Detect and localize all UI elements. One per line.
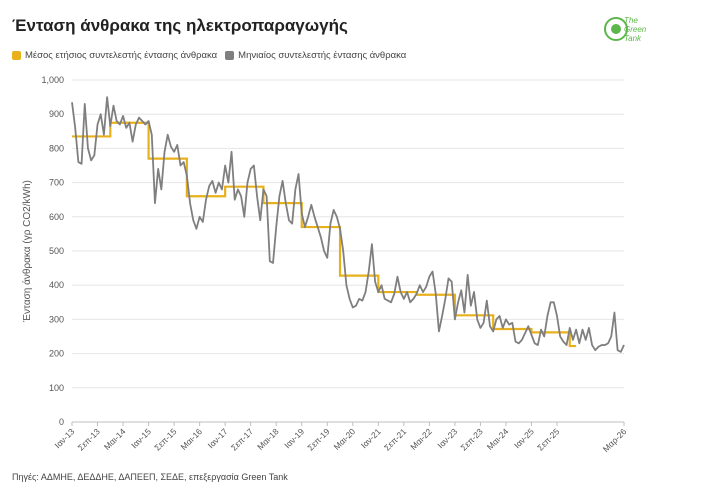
x-tick-label: Σεπ-13 (76, 426, 102, 452)
x-tick-label: Σεπ-23 (459, 426, 485, 452)
x-tick-label: Σεπ-25 (535, 426, 561, 452)
legend-swatch-monthly (225, 51, 235, 60)
logo-dot (611, 24, 621, 34)
chart-title: Ένταση άνθρακα της ηλεκτροπαραγωγής (12, 16, 348, 35)
y-tick-label: 600 (49, 212, 64, 222)
x-tick-label: Σεπ-15 (152, 426, 178, 452)
x-tick-label: Μαι-20 (332, 426, 358, 452)
series-annual-line (72, 121, 577, 348)
x-axis-ticks: Ιαν-13 Σεπ-13 Μαι-14 Ιαν-15 Σεπ-15 Μαι-16 Ιαν-… (53, 422, 629, 454)
y-axis-ticks: 0 100 200 300 400 500 600 700 800 900 1,000 (41, 75, 64, 427)
x-tick-label: Μαι-24 (485, 426, 511, 452)
x-tick-label: Μαι-22 (408, 426, 434, 452)
x-tick-label: Ιαν-25 (512, 426, 536, 450)
y-tick-label: 100 (49, 383, 64, 393)
y-tick-label: 400 (49, 280, 64, 290)
grid-lines (72, 79, 624, 423)
logo-circle (604, 17, 628, 41)
x-tick-label: Ιαν-19 (282, 426, 306, 450)
source-note: Πηγές: ΑΔΜΗΕ, ΔΕΔΔΗΕ, ΔΑΠΕΕΠ, ΣΕΔΕ, επεξ… (12, 472, 288, 482)
logo-text-1: The (624, 16, 638, 25)
legend-swatch-annual (12, 51, 21, 60)
y-tick-label: 300 (49, 314, 64, 324)
y-tick-label: 800 (49, 143, 64, 153)
x-tick-label: Μαι-16 (178, 426, 204, 452)
legend-label-annual: Μέσος ετήσιος συντελεστής έντασης άνθρακ… (25, 50, 218, 61)
legend-item-monthly: Μηνιαίος συντελεστής έντασης άνθρακα (225, 50, 406, 61)
y-axis-label: Ένταση άνθρακα (γρ CO2/kWh) (21, 180, 33, 323)
legend: Μέσος ετήσιος συντελεστής έντασης άνθρακ… (12, 50, 406, 61)
x-tick-label: Σεπ-19 (305, 426, 331, 452)
x-tick-label: Σεπ-17 (229, 426, 255, 452)
logo-text-2: Green (624, 25, 647, 34)
legend-label-monthly: Μηνιαίος συντελεστής έντασης άνθρακα (238, 50, 407, 61)
y-tick-label: 0 (59, 417, 64, 427)
x-tick-label: Ιαν-23 (435, 426, 459, 450)
x-tick-label: Μαι-18 (255, 426, 281, 452)
y-tick-label: 200 (49, 349, 64, 359)
series-group (71, 96, 625, 353)
y-tick-label: 700 (49, 178, 64, 188)
green-tank-logo: The Green Tank (604, 16, 647, 43)
y-tick-label: 500 (49, 246, 64, 256)
legend-item-annual: Μέσος ετήσιος συντελεστής έντασης άνθρακ… (12, 50, 217, 61)
logo-text-3: Tank (624, 34, 642, 43)
x-tick-label: Σεπ-21 (382, 426, 408, 452)
y-tick-label: 900 (49, 109, 64, 119)
x-tick-label: Ιαν-15 (129, 426, 153, 450)
x-tick-label: Ιαν-21 (359, 426, 383, 450)
x-tick-label: Μαρ-26 (601, 426, 629, 454)
y-tick-label: 1,000 (41, 75, 64, 85)
series-monthly-line (71, 96, 625, 353)
x-tick-label: Ιαν-17 (206, 426, 230, 450)
x-tick-label: Ιαν-13 (53, 426, 77, 450)
x-tick-label: Μαι-14 (102, 426, 128, 452)
